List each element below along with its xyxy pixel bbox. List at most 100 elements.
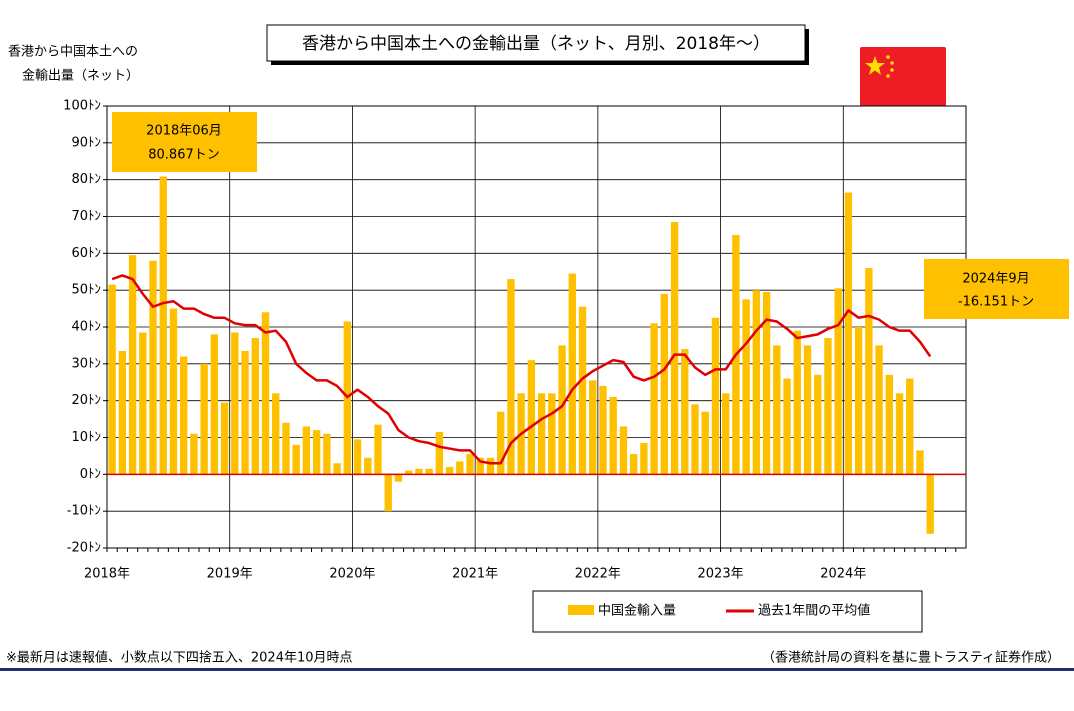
y-tick-label: 100ﾄﾝ xyxy=(63,99,101,114)
bar xyxy=(640,443,648,475)
bar xyxy=(118,350,127,475)
bar xyxy=(476,457,484,475)
y-tick-label: 50ﾄﾝ xyxy=(71,283,101,298)
annotation: 2018年06月 xyxy=(146,124,222,139)
bar xyxy=(865,268,873,475)
bar xyxy=(445,466,454,475)
bar xyxy=(548,393,556,475)
bar xyxy=(650,323,658,475)
bar xyxy=(691,404,699,475)
bar xyxy=(701,411,709,475)
bar xyxy=(394,474,403,482)
bar xyxy=(128,255,137,475)
bar xyxy=(210,334,219,475)
bar xyxy=(722,393,730,475)
bar xyxy=(384,474,392,512)
annotation: 80.867トン xyxy=(148,148,220,163)
y-tick-label: 10ﾄﾝ xyxy=(71,430,101,445)
bar xyxy=(895,393,904,475)
y-tick-label: -20ﾄﾝ xyxy=(67,541,101,556)
bar xyxy=(425,468,433,475)
bar xyxy=(527,360,536,475)
y-tick-label: -10ﾄﾝ xyxy=(67,504,101,519)
bar xyxy=(875,345,883,475)
x-tick-label: 2022年 xyxy=(575,567,621,582)
bar xyxy=(762,292,771,475)
bar xyxy=(312,430,321,475)
bar xyxy=(456,461,464,475)
bar xyxy=(906,378,914,475)
bar xyxy=(589,380,597,475)
y-tick-label: 70ﾄﾝ xyxy=(71,209,101,224)
annotation-box xyxy=(112,112,257,172)
bar xyxy=(834,288,842,475)
bar xyxy=(374,424,382,475)
bar xyxy=(537,393,546,475)
bar xyxy=(139,332,147,475)
y-tick-label: 0ﾄﾝ xyxy=(80,467,101,482)
bar xyxy=(660,293,669,475)
bar xyxy=(149,260,157,475)
y-tick-label: 20ﾄﾝ xyxy=(71,393,101,408)
bar xyxy=(323,433,331,475)
bar xyxy=(200,363,208,475)
bar xyxy=(466,454,474,475)
bar xyxy=(404,470,413,475)
bar xyxy=(599,385,607,475)
bar xyxy=(568,273,576,475)
bar xyxy=(926,474,934,534)
annotation: -16.151トン xyxy=(958,295,1034,310)
x-tick-label: 2024年 xyxy=(820,567,866,582)
bar xyxy=(824,338,832,475)
bar xyxy=(292,444,300,475)
bar xyxy=(159,176,167,475)
bar xyxy=(803,345,812,475)
legend-label: 過去1年間の平均値 xyxy=(758,603,870,619)
bar xyxy=(435,431,444,475)
line xyxy=(111,274,932,465)
chart-title: 香港から中国本土への金輸出量（ネット、月別、2018年～） xyxy=(302,34,770,54)
bar xyxy=(169,308,178,475)
bar xyxy=(486,457,495,475)
x-tick-label: 2023年 xyxy=(698,567,744,582)
bar xyxy=(814,374,822,475)
bar xyxy=(261,312,270,475)
bar xyxy=(415,468,423,475)
y-axis-label: 金輸出量（ネット） xyxy=(22,68,139,84)
annotation: 2024年9月 xyxy=(962,272,1029,287)
bar xyxy=(783,378,791,475)
y-axis-label: 香港から中国本土への xyxy=(8,45,138,60)
bar xyxy=(497,411,505,475)
bar xyxy=(670,222,679,475)
footer-rule xyxy=(0,668,1074,671)
bar xyxy=(773,345,781,475)
bar xyxy=(854,327,863,475)
bar xyxy=(272,393,280,475)
x-tick-label: 2020年 xyxy=(329,567,375,582)
bar xyxy=(507,279,515,475)
footnote: ※最新月は速報値、小数点以下四捨五入、2024年10月時点 xyxy=(6,650,353,666)
y-tick-label: 80ﾄﾝ xyxy=(71,172,101,187)
x-tick-label: 2018年 xyxy=(84,567,130,582)
bar xyxy=(241,350,249,475)
y-tick-label: 30ﾄﾝ xyxy=(71,356,101,371)
bar xyxy=(220,402,229,475)
y-tick-label: 60ﾄﾝ xyxy=(71,246,101,261)
bar xyxy=(629,454,638,475)
bar xyxy=(251,338,259,475)
bar xyxy=(619,426,628,475)
bar xyxy=(885,374,893,475)
title-box xyxy=(266,24,806,62)
bar xyxy=(282,422,290,475)
y-tick-label: 40ﾄﾝ xyxy=(71,320,101,335)
x-tick-label: 2021年 xyxy=(452,567,498,582)
bar xyxy=(353,439,362,475)
bar xyxy=(190,433,198,475)
legend-label: 中国金輸入量 xyxy=(598,603,676,619)
bar xyxy=(558,345,566,475)
bar xyxy=(302,426,311,475)
x-tick-label: 2019年 xyxy=(207,567,253,582)
legend-swatch xyxy=(568,605,594,615)
bar xyxy=(578,306,587,475)
